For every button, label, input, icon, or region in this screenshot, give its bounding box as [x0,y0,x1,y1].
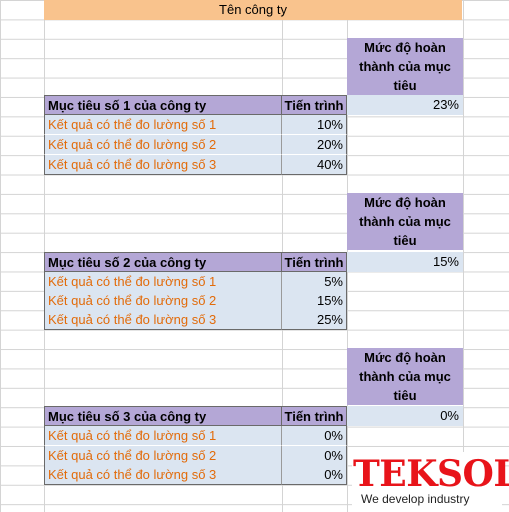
goal-completion-value[interactable]: 23% [347,95,463,115]
progress-header-cell[interactable]: Tiến trình [282,406,347,426]
key-result-value[interactable]: 0% [282,426,347,446]
key-result-label[interactable]: Kết quả có thể đo lường số 3 [44,310,282,330]
key-result-label[interactable]: Kết quả có thể đo lường số 1 [44,115,282,135]
key-result-label[interactable]: Kết quả có thể đo lường số 1 [44,426,282,446]
completion-header-cell[interactable]: Mức độ hoàn thành của mục tiêu [347,38,463,95]
key-result-value[interactable]: 5% [282,272,347,292]
completion-header-cell[interactable]: Mức độ hoàn thành của mục tiêu [347,193,463,250]
logo-wordmark: TEKSOL [353,453,509,495]
key-result-value[interactable]: 0% [282,465,347,485]
key-result-label[interactable]: Kết quả có thể đo lường số 1 [44,272,282,292]
key-result-value[interactable]: 20% [282,135,347,155]
key-result-label[interactable]: Kết quả có thể đo lường số 2 [44,446,282,466]
goal-completion-value[interactable]: 15% [347,252,463,272]
progress-header-cell[interactable]: Tiến trình [282,252,347,272]
column-divider [463,0,464,512]
goal-name-cell[interactable]: Mục tiêu số 1 của công ty [44,95,282,115]
goal-name-cell[interactable]: Mục tiêu số 3 của công ty [44,406,282,426]
key-result-value[interactable]: 0% [282,446,347,466]
goal-name-cell[interactable]: Mục tiêu số 2 của công ty [44,252,282,272]
company-name-title[interactable]: Tên công ty [44,0,462,20]
key-result-value[interactable]: 25% [282,310,347,330]
key-result-value[interactable]: 40% [282,155,347,175]
teksol-logo: TEKSOL We develop industry [352,452,509,512]
key-result-value[interactable]: 15% [282,291,347,311]
key-result-value[interactable]: 10% [282,115,347,135]
key-result-label[interactable]: Kết quả có thể đo lường số 3 [44,155,282,175]
completion-header-cell[interactable]: Mức độ hoàn thành của mục tiêu [347,348,463,405]
key-result-label[interactable]: Kết quả có thể đo lường số 2 [44,291,282,311]
key-result-label[interactable]: Kết quả có thể đo lường số 2 [44,135,282,155]
key-result-label[interactable]: Kết quả có thể đo lường số 3 [44,465,282,485]
progress-header-cell[interactable]: Tiến trình [282,95,347,115]
goal-completion-value[interactable]: 0% [347,406,463,426]
logo-tagline: We develop industry [361,492,470,506]
